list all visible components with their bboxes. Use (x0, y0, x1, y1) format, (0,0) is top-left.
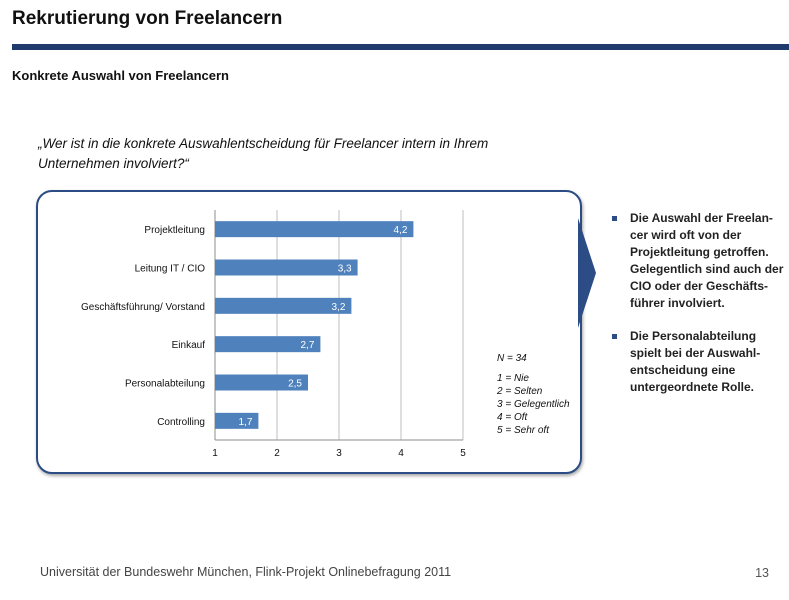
bar (215, 221, 414, 238)
x-tick-label: 3 (336, 448, 342, 459)
x-tick-label: 5 (460, 448, 466, 459)
slide-subtitle: Konkrete Auswahl von Freelancern (12, 68, 229, 83)
bar-value-label: 3,2 (331, 302, 345, 313)
bar-value-label: 4,2 (393, 225, 407, 236)
chart-frame (36, 190, 582, 474)
category-label: Controlling (157, 417, 205, 428)
footer-source: Universität der Bundeswehr München, Flin… (40, 565, 452, 579)
bar-value-label: 1,7 (238, 417, 252, 428)
scale-legend: N = 34 1 = Nie 2 = Selten 3 = Gelegentli… (497, 352, 570, 437)
category-label: Personalabteilung (125, 379, 205, 390)
bar-value-label: 3,3 (338, 264, 352, 275)
title-rule (12, 44, 789, 50)
slide-title: Rekrutierung von Freelancern (12, 8, 283, 29)
bar (215, 336, 321, 353)
category-label: Leitung IT / CIO (135, 264, 206, 275)
legend-item: 1 = Nie (497, 373, 529, 384)
category-label: Einkauf (172, 340, 206, 351)
legend-item: 5 = Sehr oft (497, 425, 549, 436)
x-tick-label: 2 (274, 448, 280, 459)
x-tick-label: 4 (398, 448, 404, 459)
page-number: 13 (755, 566, 769, 580)
legend-item: 3 = Gelegentlich (497, 399, 570, 410)
survey-question: „Wer ist in die konkrete Auswahlentschei… (38, 136, 489, 171)
category-label: Geschäftsführung/ Vorstand (81, 302, 205, 313)
findings-list: Die Auswahl der Freelan-cer wird oft von… (610, 210, 786, 412)
bar (215, 412, 259, 429)
finding-item: Die Personalabteilung spielt bei der Aus… (610, 328, 786, 396)
sample-size: N = 34 (497, 353, 527, 364)
bar (215, 259, 358, 276)
legend-item: 4 = Oft (497, 412, 528, 423)
chevron-right-icon (578, 218, 596, 328)
bar (215, 374, 308, 391)
category-label: Projektleitung (144, 225, 205, 236)
bar-value-label: 2,7 (300, 340, 314, 351)
bar-value-label: 2,5 (288, 379, 302, 390)
finding-item: Die Auswahl der Freelan-cer wird oft von… (610, 210, 786, 312)
bar (215, 297, 352, 314)
legend-item: 2 = Selten (497, 386, 543, 397)
x-tick-label: 1 (212, 448, 218, 459)
